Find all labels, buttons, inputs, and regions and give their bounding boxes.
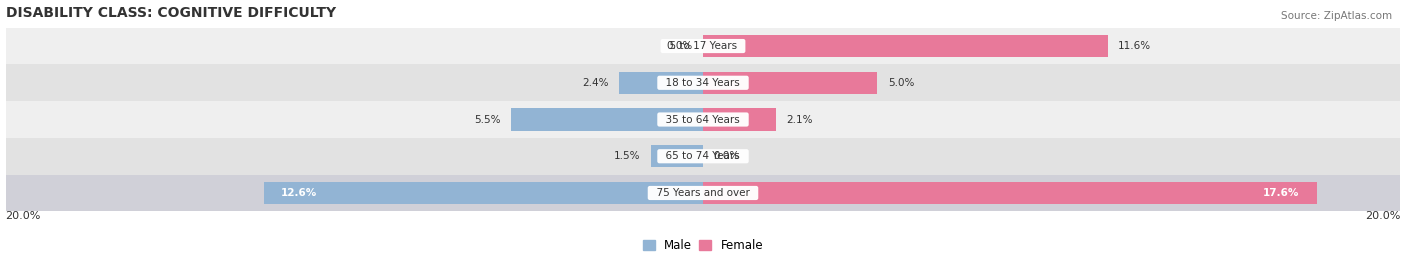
Bar [651,145,703,167]
Legend: Male, Female: Male, Female [638,235,768,257]
Bar [6,101,1400,138]
Bar [703,108,776,130]
Bar [703,72,877,94]
Text: 75 Years and over: 75 Years and over [650,188,756,198]
Text: 18 to 34 Years: 18 to 34 Years [659,78,747,88]
Text: 20.0%: 20.0% [1365,211,1400,221]
Bar [6,138,1400,175]
Text: 35 to 64 Years: 35 to 64 Years [659,115,747,125]
Text: 0.0%: 0.0% [666,41,693,51]
Text: 2.4%: 2.4% [582,78,609,88]
Text: 65 to 74 Years: 65 to 74 Years [659,151,747,161]
Text: 2.1%: 2.1% [787,115,813,125]
Text: 11.6%: 11.6% [1118,41,1152,51]
Bar [6,64,1400,101]
Text: 5.0%: 5.0% [887,78,914,88]
Bar [6,28,1400,64]
Text: 20.0%: 20.0% [6,211,41,221]
Text: 5 to 17 Years: 5 to 17 Years [662,41,744,51]
Text: Source: ZipAtlas.com: Source: ZipAtlas.com [1281,11,1392,21]
Text: 0.0%: 0.0% [713,151,740,161]
Bar [703,182,1317,204]
Text: 17.6%: 17.6% [1263,188,1299,198]
Text: 1.5%: 1.5% [614,151,640,161]
Text: 12.6%: 12.6% [281,188,318,198]
Text: DISABILITY CLASS: COGNITIVE DIFFICULTY: DISABILITY CLASS: COGNITIVE DIFFICULTY [6,6,336,20]
Bar [512,108,703,130]
Bar [6,175,1400,211]
Bar [263,182,703,204]
Text: 5.5%: 5.5% [474,115,501,125]
Bar [619,72,703,94]
Bar [703,35,1108,57]
